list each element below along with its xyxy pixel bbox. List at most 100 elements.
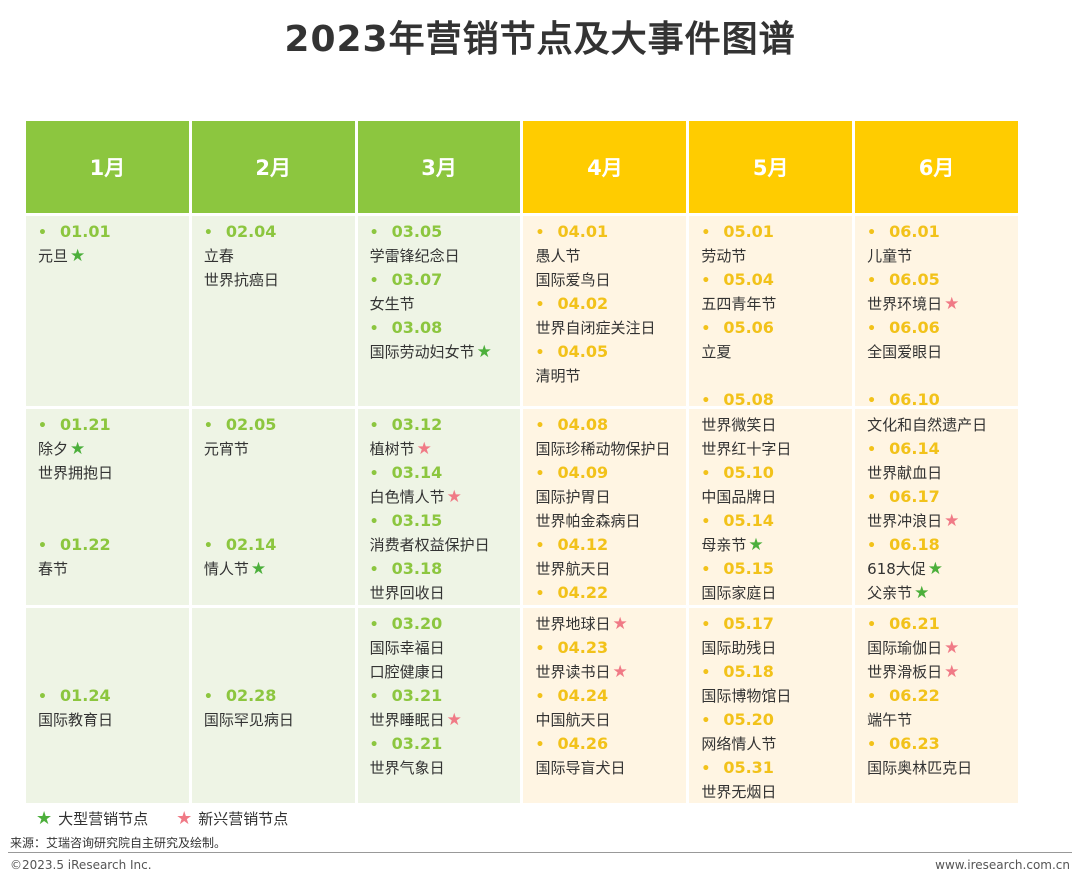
month-cell: • 01.01 元旦 ★ <box>26 216 189 406</box>
bullet-icon: • <box>369 514 379 530</box>
event-item: 世界地球日 ★ <box>535 612 686 636</box>
bullet-icon: • <box>867 737 877 753</box>
event-name: 父亲节 ★ <box>867 581 1018 605</box>
event-name: 立夏 <box>701 340 852 364</box>
event-date-text: 01.01 <box>60 222 111 241</box>
event-date-text: 06.01 <box>889 222 940 241</box>
event-item: • 06.22 端午节 <box>867 684 1018 732</box>
event-name-text: 中国品牌日 <box>701 488 777 506</box>
event-date: • 06.06 <box>867 316 1018 340</box>
event-name-text: 清明节 <box>535 367 581 385</box>
event-date: • 05.08 <box>701 388 852 406</box>
star-icon: ★ <box>914 583 930 603</box>
bullet-icon: • <box>369 617 379 633</box>
event-name-text: 女生节 <box>369 295 415 313</box>
bullet-icon: • <box>369 737 379 753</box>
event-date-text: 05.06 <box>723 318 774 337</box>
event-item: • 03.20 国际幸福日口腔健康日 <box>370 612 521 684</box>
event-name-text: 元宵节 <box>203 440 249 458</box>
event-date: • 01.22 <box>38 533 189 557</box>
event-name-text: 世界环境日 <box>867 295 943 313</box>
event-name-text: 端午节 <box>867 711 913 729</box>
event-name: 国际奥林匹克日 <box>867 756 1018 780</box>
event-date-text: 06.14 <box>889 439 940 458</box>
event-item: • 05.01 劳动节 <box>701 220 852 268</box>
bullet-icon: • <box>369 562 379 578</box>
event-item: • 05.14 母亲节 ★ <box>701 509 852 557</box>
event-item: • 03.21 世界气象日 <box>370 732 521 780</box>
bullet-icon: • <box>535 641 545 657</box>
event-item: • 03.18 世界回收日 <box>370 557 521 605</box>
event-item: • 04.02 世界自闭症关注日 <box>535 292 686 340</box>
event-name-text: 国际劳动妇女节 <box>369 343 475 361</box>
event-item: • 06.21 国际瑜伽日 ★ 世界滑板日 ★ <box>867 612 1018 684</box>
event-date-text: 02.04 <box>225 222 277 241</box>
bullet-icon: • <box>867 442 877 458</box>
bullet-icon: • <box>701 514 711 530</box>
bullet-icon: • <box>369 689 379 705</box>
event-date: • 03.20 <box>370 612 521 636</box>
bullet-icon: • <box>203 418 213 434</box>
event-item: • 04.26 国际导盲犬日 <box>535 732 686 780</box>
event-name: 世界冲浪日 ★ <box>867 509 1018 533</box>
month-cell: 世界地球日 ★ • 04.23 世界读书日 ★ • 04.24 中国航天日 • 04.26 国际导盲犬… <box>523 608 687 803</box>
spacer <box>38 485 189 533</box>
month-cell: • 04.08 国际珍稀动物保护日 • 04.09 国际护胃日 世界帕金森病日 • 04.12 世… <box>523 409 687 605</box>
event-name: 国际瑜伽日 ★ <box>867 636 1018 660</box>
event-date: • 04.26 <box>535 732 686 756</box>
bullet-icon: • <box>867 273 877 289</box>
event-name: 除夕 ★ <box>38 437 189 461</box>
event-date-text: 06.05 <box>889 270 940 289</box>
event-name-text: 植树节 <box>369 440 415 458</box>
star-icon: ★ <box>944 638 960 658</box>
event-name-text: 中国航天日 <box>535 711 611 729</box>
event-name-text: 国际家庭日 <box>701 584 777 602</box>
event-item: 文化和自然遗产日 <box>867 413 1018 437</box>
event-item: • 03.12 植树节 ★ <box>370 413 521 461</box>
event-date: • 02.05 <box>204 413 355 437</box>
spacer <box>701 364 852 388</box>
event-date-text: 02.14 <box>225 535 277 554</box>
event-item: • 04.22 <box>535 581 686 605</box>
event-item: • 06.06 全国爱眼日 <box>867 316 1018 388</box>
month-header: 2月 <box>191 121 355 213</box>
event-name: 母亲节 ★ <box>701 533 852 557</box>
month-cell: • 03.12 植树节 ★ • 03.14 白色情人节 ★ • 03.15 消费者权益保护日 • 03.… <box>357 409 521 605</box>
star-icon: ★ <box>944 662 960 682</box>
event-item: • 03.14 白色情人节 ★ <box>370 461 521 509</box>
bullet-icon: • <box>38 225 47 241</box>
legend-item-big: ★ 大型营销节点 <box>36 808 148 829</box>
event-name-text: 世界气象日 <box>369 759 445 777</box>
event-name-text: 除夕 <box>38 440 69 458</box>
legend: ★ 大型营销节点 ★ 新兴营销节点 <box>36 806 316 830</box>
copyright: ©2023.5 iResearch Inc. <box>10 858 152 872</box>
event-date-text: 05.31 <box>723 758 774 777</box>
event-name-text: 世界抗癌日 <box>203 271 279 289</box>
event-date-text: 03.05 <box>391 222 443 241</box>
event-date-text: 04.02 <box>557 294 609 313</box>
bullet-icon: • <box>369 466 379 482</box>
spacer <box>867 364 1018 388</box>
bullet-icon: • <box>701 393 711 406</box>
bullet-icon: • <box>535 538 545 554</box>
event-name: 国际幸福日 <box>370 636 521 660</box>
event-name-text: 国际助残日 <box>701 639 777 657</box>
event-item: • 01.22 春节 <box>38 533 189 581</box>
event-date: • 03.15 <box>370 509 521 533</box>
event-date-text: 03.18 <box>391 559 443 578</box>
event-item: • 01.24 国际教育日 <box>38 684 189 732</box>
month-header: 4月 <box>523 121 687 213</box>
event-date: • 04.02 <box>535 292 686 316</box>
event-date: • 03.18 <box>370 557 521 581</box>
bullet-icon: • <box>701 273 711 289</box>
bullet-icon: • <box>867 689 877 705</box>
event-item: • 06.23 国际奥林匹克日 <box>867 732 1018 780</box>
event-item: • 02.28 国际罕见病日 <box>204 684 355 732</box>
event-date-text: 04.23 <box>557 638 609 657</box>
website-url: www.iresearch.com.cn <box>935 858 1070 872</box>
event-item: • 02.04 立春 世界抗癌日 <box>204 220 355 292</box>
event-name-text: 口腔健康日 <box>369 663 445 681</box>
event-date-text: 03.21 <box>391 686 443 705</box>
month-cell: 文化和自然遗产日 • 06.14 世界献血日 • 06.17 世界冲浪日 ★ • 06.18 618… <box>855 409 1018 605</box>
event-date-text: 06.06 <box>889 318 940 337</box>
